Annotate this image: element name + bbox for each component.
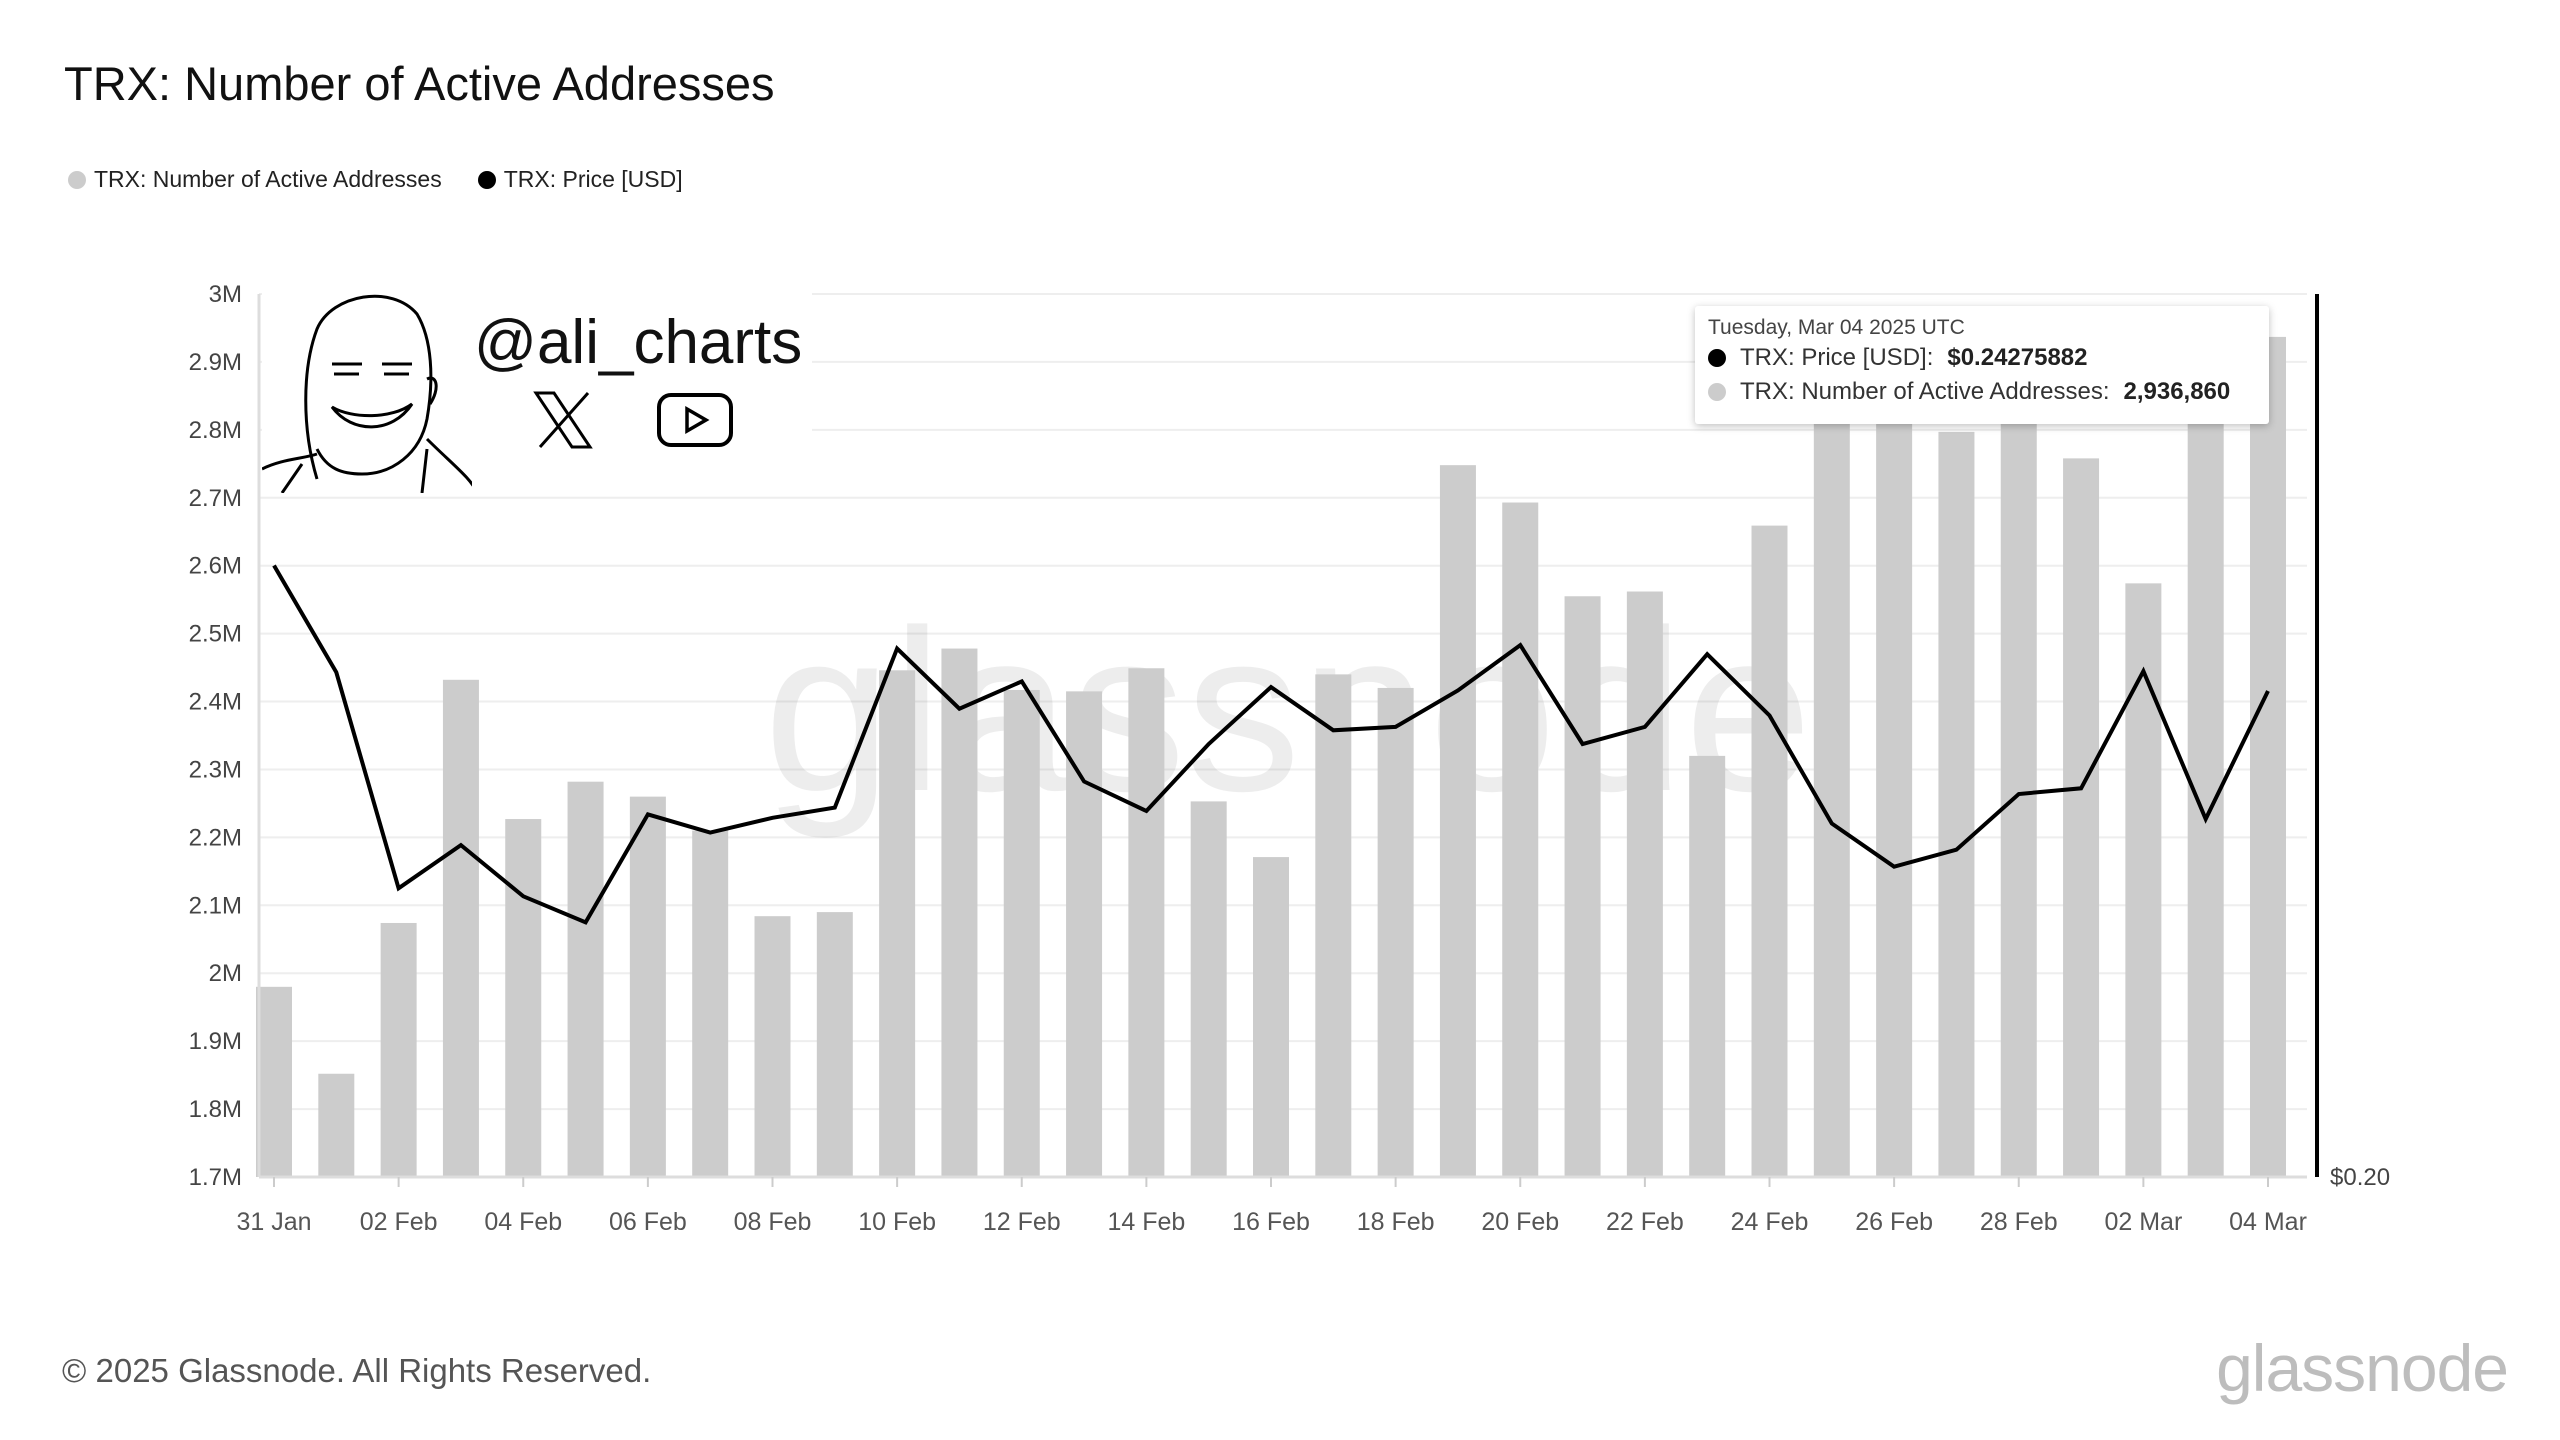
hover-tooltip: Tuesday, Mar 04 2025 UTC TRX: Price [USD… xyxy=(1695,306,2269,424)
x-tick-label: 24 Feb xyxy=(1731,1208,1809,1236)
bar-15-feb xyxy=(1190,801,1227,1177)
legend-label: TRX: Number of Active Addresses xyxy=(94,166,442,192)
bar-05-feb xyxy=(567,781,604,1177)
x-tick-label: 20 Feb xyxy=(1481,1208,1559,1236)
bar-17-feb xyxy=(1315,674,1352,1177)
x-tick-label: 04 Mar xyxy=(2229,1208,2307,1236)
bar-20-feb xyxy=(1502,502,1539,1178)
y-tick-label: 2.4M xyxy=(189,689,242,716)
bar-04-feb xyxy=(505,819,542,1177)
y-tick-label: 1.9M xyxy=(189,1028,242,1055)
bar-04-mar xyxy=(2250,336,2286,1178)
y-tick-label: 2.8M xyxy=(189,417,242,444)
tooltip-addresses-row: TRX: Number of Active Addresses: 2,936,8… xyxy=(1708,378,2230,406)
x-tick-label: 02 Feb xyxy=(360,1208,438,1236)
bar-10-feb xyxy=(879,670,916,1177)
bar-22-feb xyxy=(1626,591,1663,1177)
glassnode-logo[interactable]: glassnode xyxy=(2216,1331,2509,1405)
x-tick-label: 14 Feb xyxy=(1107,1208,1185,1236)
x-tick-label: 02 Mar xyxy=(2104,1208,2182,1236)
tooltip-addresses-label: TRX: Number of Active Addresses: xyxy=(1740,378,2110,405)
x-logo-icon[interactable] xyxy=(532,391,594,449)
bar-14-feb xyxy=(1128,668,1165,1177)
bar-08-feb xyxy=(754,916,791,1177)
y-tick-label: 2.5M xyxy=(189,621,242,648)
price-line xyxy=(272,564,2270,925)
x-tick-label: 10 Feb xyxy=(858,1208,936,1236)
bar-01-mar xyxy=(2063,458,2100,1177)
y-tick-label: 3M xyxy=(209,281,242,308)
addresses-dot-icon xyxy=(1708,383,1726,401)
y-tick-label: 1.8M xyxy=(189,1096,242,1123)
right-y-tick-label: $0.20 xyxy=(2330,1164,2390,1191)
bar-03-feb xyxy=(442,679,479,1177)
bar-31-jan xyxy=(256,986,292,1177)
chart-title: TRX: Number of Active Addresses xyxy=(64,57,775,110)
legend-item-active-addresses[interactable]: TRX: Number of Active Addresses xyxy=(68,166,442,193)
bar-13-feb xyxy=(1066,691,1103,1177)
x-tick-label: 18 Feb xyxy=(1357,1208,1435,1236)
bar-25-feb xyxy=(1813,395,1850,1177)
legend-item-price[interactable]: TRX: Price [USD] xyxy=(477,166,683,193)
x-tick-label: 31 Jan xyxy=(236,1208,311,1236)
youtube-icon[interactable] xyxy=(656,392,734,448)
bar-06-feb xyxy=(629,796,666,1177)
tooltip-addresses-value: 2,936,860 xyxy=(2123,378,2231,405)
bar-27-feb xyxy=(1938,431,1975,1177)
bar-26-feb xyxy=(1876,375,1913,1177)
copyright: © 2025 Glassnode. All Rights Reserved. xyxy=(62,1352,652,1389)
bar-07-feb xyxy=(692,830,729,1177)
y-tick-label: 1.7M xyxy=(189,1164,242,1191)
legend: TRX: Number of Active Addresses TRX: Pri… xyxy=(68,166,683,193)
x-tick-label: 08 Feb xyxy=(734,1208,812,1236)
promo-handle: @ali_charts xyxy=(474,308,803,377)
bar-23-feb xyxy=(1689,755,1726,1177)
y-tick-label: 2.2M xyxy=(189,824,242,851)
tooltip-date: Tuesday, Mar 04 2025 UTC xyxy=(1708,316,1965,339)
x-tick-label: 04 Feb xyxy=(484,1208,562,1236)
tooltip-price-row: TRX: Price [USD]: $0.24275882 xyxy=(1708,344,2088,372)
x-tick-label: 26 Feb xyxy=(1855,1208,1933,1236)
bar-18-feb xyxy=(1377,687,1414,1177)
tooltip-price-value: $0.24275882 xyxy=(1947,344,2088,371)
bar-24-feb xyxy=(1751,525,1788,1177)
bar-12-feb xyxy=(1003,689,1040,1177)
bar-19-feb xyxy=(1439,465,1476,1178)
x-tick-label: 06 Feb xyxy=(609,1208,687,1236)
x-tick-label: 12 Feb xyxy=(983,1208,1061,1236)
bar-09-feb xyxy=(816,912,853,1177)
bar-16-feb xyxy=(1253,857,1289,1177)
bar-02-mar xyxy=(2125,583,2162,1177)
tooltip-price-label: TRX: Price [USD]: xyxy=(1740,344,1934,371)
y-tick-label: 2.1M xyxy=(189,892,242,919)
y-tick-label: 2.7M xyxy=(189,485,242,512)
legend-label: TRX: Price [USD] xyxy=(503,166,683,192)
legend-dot-icon xyxy=(477,170,496,189)
bar-01-feb xyxy=(318,1073,355,1177)
legend-dot-icon xyxy=(68,170,86,189)
ali-charts-promo: @ali_charts xyxy=(262,279,812,493)
y-tick-label: 2.9M xyxy=(189,349,242,376)
cartoon-face-icon xyxy=(262,294,472,493)
x-tick-label: 28 Feb xyxy=(1980,1208,2058,1236)
y-tick-label: 2.3M xyxy=(189,756,242,783)
y-tick-label: 2M xyxy=(209,960,242,987)
x-tick-label: 22 Feb xyxy=(1606,1208,1684,1236)
bar-02-feb xyxy=(380,922,417,1177)
bar-03-mar xyxy=(2187,389,2224,1178)
bar-21-feb xyxy=(1564,596,1601,1177)
price-dot-icon xyxy=(1708,349,1726,367)
bar-11-feb xyxy=(941,648,978,1177)
x-tick-label: 16 Feb xyxy=(1232,1208,1310,1236)
y-tick-label: 2.6M xyxy=(189,553,242,580)
